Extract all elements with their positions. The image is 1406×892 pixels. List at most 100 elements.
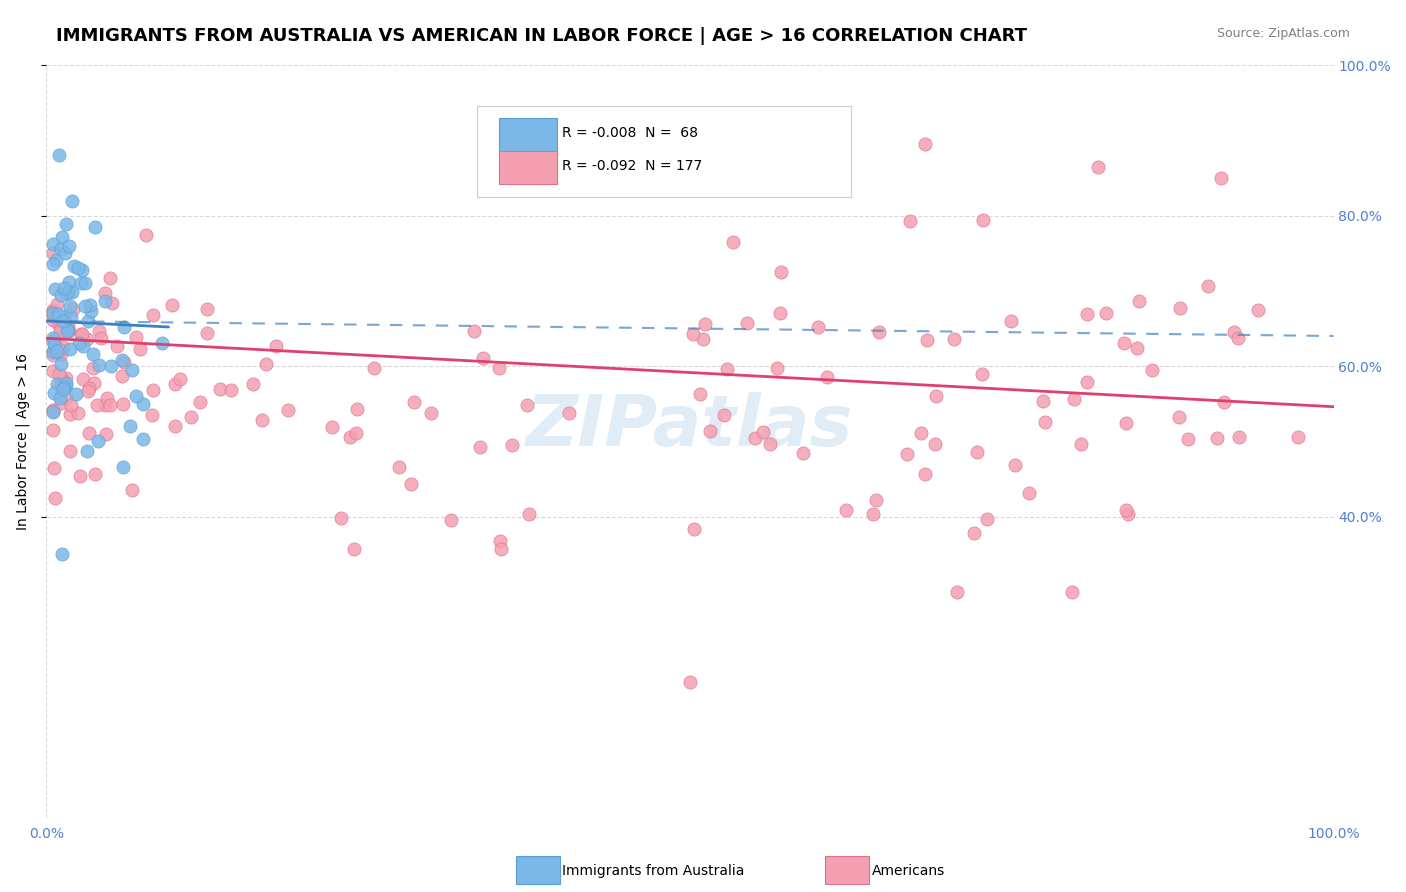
Point bbox=[58, 323, 80, 337]
Point bbox=[67, 261, 90, 276]
Point bbox=[963, 526, 986, 541]
Point bbox=[1167, 410, 1189, 425]
Point bbox=[142, 384, 165, 398]
Point bbox=[163, 377, 186, 392]
Point bbox=[468, 440, 491, 454]
Point bbox=[558, 406, 581, 420]
Point bbox=[744, 431, 766, 445]
Point bbox=[1076, 307, 1098, 321]
Point bbox=[58, 324, 80, 338]
Point bbox=[1094, 306, 1116, 320]
Text: Source: ZipAtlas.com: Source: ZipAtlas.com bbox=[1216, 27, 1350, 40]
Point bbox=[112, 459, 135, 474]
Point bbox=[463, 324, 485, 338]
Point bbox=[835, 503, 858, 517]
Point bbox=[56, 324, 79, 338]
Point bbox=[1000, 314, 1022, 328]
Point bbox=[46, 297, 69, 311]
Point bbox=[44, 491, 66, 506]
Point bbox=[896, 447, 918, 461]
Point bbox=[815, 370, 838, 384]
Point bbox=[49, 242, 72, 256]
Point bbox=[862, 507, 884, 521]
Point bbox=[1209, 171, 1232, 186]
Point bbox=[82, 360, 104, 375]
Point bbox=[1070, 437, 1092, 451]
Point bbox=[41, 334, 63, 348]
Point bbox=[72, 372, 94, 386]
Point bbox=[721, 235, 744, 249]
Point bbox=[758, 437, 780, 451]
Point bbox=[471, 351, 494, 366]
Point bbox=[195, 301, 218, 316]
Point bbox=[59, 299, 82, 313]
Point bbox=[52, 341, 75, 355]
Point bbox=[1206, 431, 1229, 445]
Point bbox=[94, 426, 117, 441]
Point bbox=[52, 314, 75, 328]
Point bbox=[105, 339, 128, 353]
Point bbox=[1170, 301, 1192, 316]
Point bbox=[339, 430, 361, 444]
Point bbox=[41, 344, 63, 359]
FancyBboxPatch shape bbox=[478, 106, 851, 197]
Point bbox=[77, 384, 100, 399]
Point bbox=[195, 326, 218, 340]
FancyBboxPatch shape bbox=[499, 151, 557, 184]
Point bbox=[141, 408, 163, 422]
Point bbox=[69, 276, 91, 290]
Point bbox=[1004, 458, 1026, 472]
Point bbox=[160, 298, 183, 312]
Point bbox=[1060, 585, 1083, 599]
FancyBboxPatch shape bbox=[499, 118, 557, 151]
Point bbox=[111, 369, 134, 384]
Point bbox=[48, 318, 70, 332]
Point bbox=[42, 461, 65, 475]
Point bbox=[142, 308, 165, 322]
Text: R = -0.008  N =  68: R = -0.008 N = 68 bbox=[562, 126, 699, 140]
Point bbox=[1087, 160, 1109, 174]
Point bbox=[1076, 375, 1098, 389]
Point bbox=[517, 507, 540, 521]
Point bbox=[976, 512, 998, 526]
Point bbox=[48, 368, 70, 382]
Point bbox=[51, 377, 73, 392]
Point bbox=[180, 410, 202, 425]
Y-axis label: In Labor Force | Age > 16: In Labor Force | Age > 16 bbox=[15, 353, 30, 530]
Point bbox=[769, 265, 792, 279]
Point bbox=[70, 326, 93, 341]
Point bbox=[766, 360, 789, 375]
Point bbox=[42, 333, 65, 347]
Point bbox=[112, 397, 135, 411]
Point bbox=[49, 391, 72, 405]
Point bbox=[62, 259, 84, 273]
Point bbox=[42, 337, 65, 351]
Point bbox=[94, 398, 117, 412]
Point bbox=[41, 302, 63, 317]
Point bbox=[914, 467, 936, 482]
Point bbox=[925, 389, 948, 403]
Point bbox=[96, 391, 118, 405]
Point bbox=[343, 541, 366, 556]
Point bbox=[76, 333, 98, 347]
Point bbox=[65, 387, 87, 401]
Point bbox=[501, 438, 523, 452]
Point bbox=[713, 409, 735, 423]
Text: Immigrants from Australia: Immigrants from Australia bbox=[562, 863, 745, 878]
Point bbox=[112, 355, 135, 369]
Point bbox=[82, 346, 104, 360]
Point bbox=[45, 344, 67, 359]
Point bbox=[254, 357, 277, 371]
Point bbox=[79, 381, 101, 395]
Point bbox=[221, 383, 243, 397]
Point bbox=[55, 376, 77, 390]
Point bbox=[67, 336, 90, 351]
Point bbox=[51, 547, 73, 561]
Point bbox=[868, 325, 890, 339]
Point bbox=[1115, 416, 1137, 430]
Point bbox=[41, 305, 63, 319]
Point bbox=[489, 542, 512, 557]
Point bbox=[329, 511, 352, 525]
Point bbox=[73, 277, 96, 291]
Point bbox=[46, 307, 69, 321]
